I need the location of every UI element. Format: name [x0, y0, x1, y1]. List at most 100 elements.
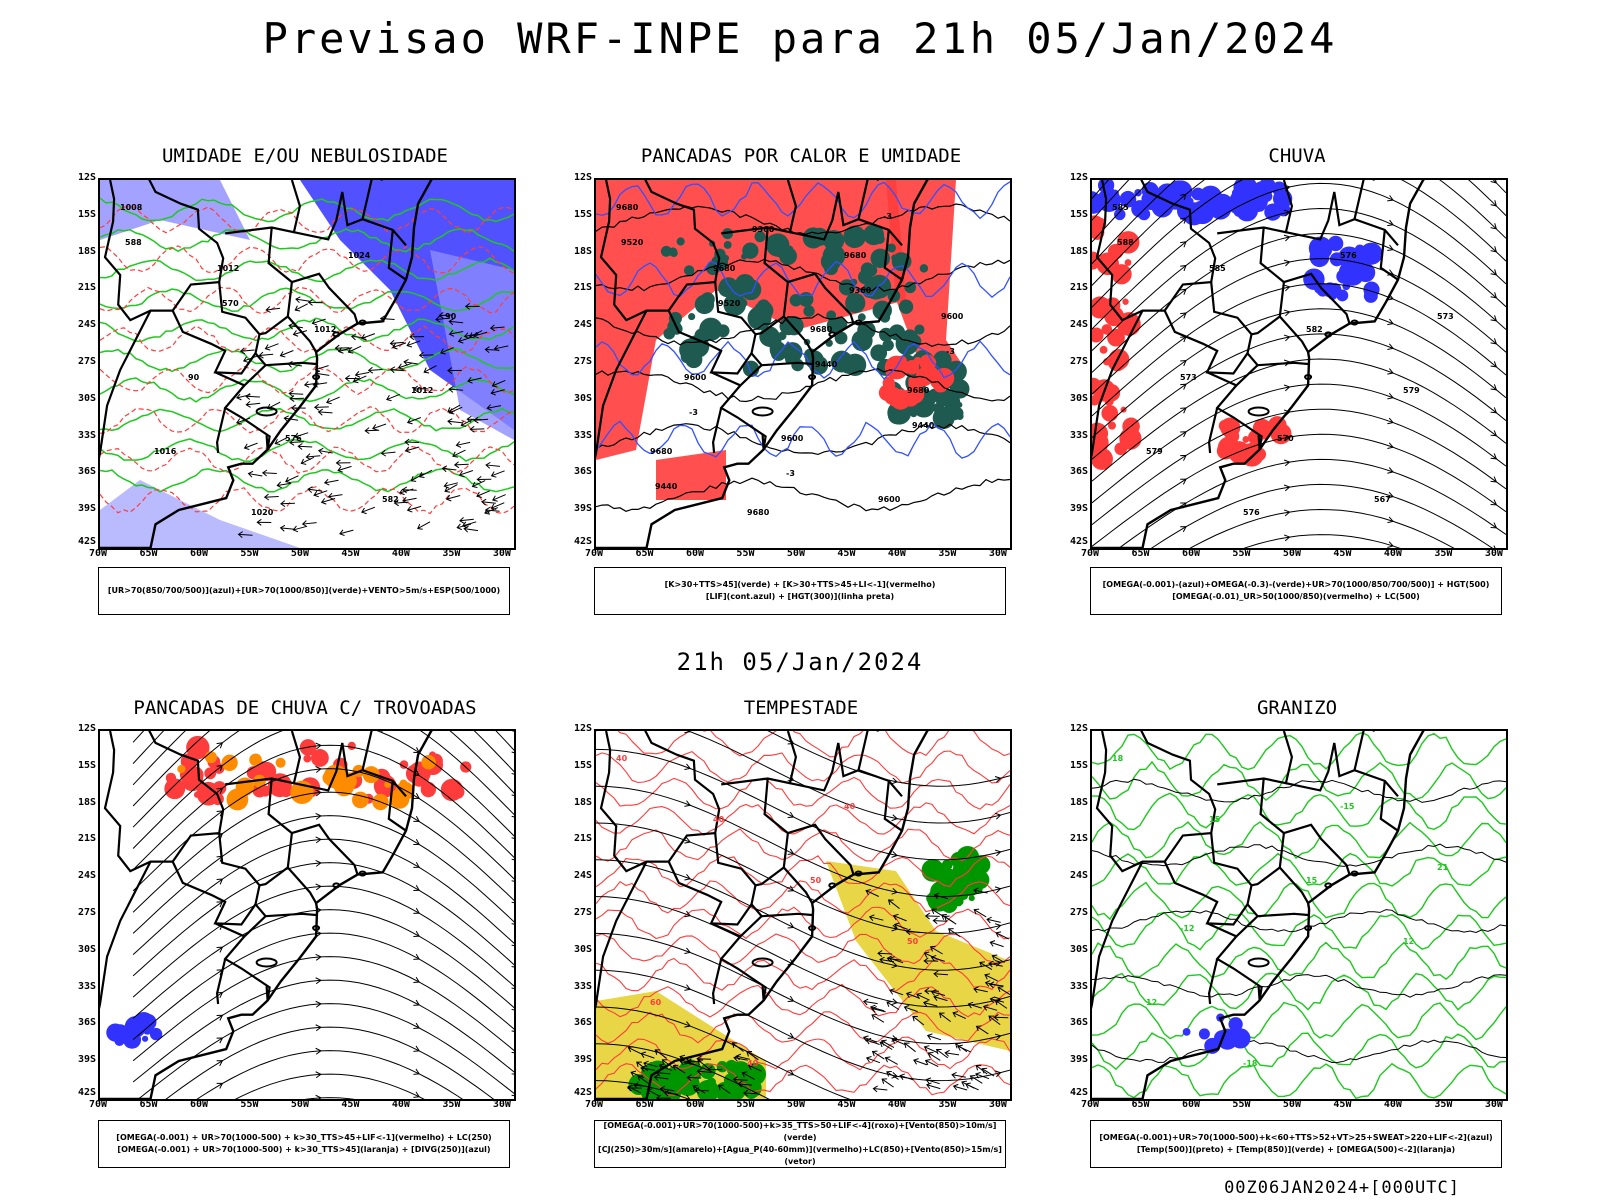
state-border [789, 742, 840, 792]
state-border [387, 229, 407, 281]
contour-label: 588 [125, 238, 142, 247]
longitude-label: 55W [1232, 548, 1251, 559]
wind-vector [929, 945, 943, 955]
contour-label: 18 [1112, 754, 1124, 763]
flow-arrow [413, 1045, 421, 1052]
wind-vector [423, 365, 437, 374]
thunderstorm-area-red [183, 776, 194, 788]
flow-arrow [684, 763, 692, 771]
latitude-label: 39S [573, 1054, 592, 1066]
wind-vector [453, 461, 469, 469]
precipitable-water-contour [596, 731, 1010, 758]
latitude-label: 18S [1069, 245, 1088, 257]
state-border [215, 958, 227, 1005]
wind-vector [871, 1006, 886, 1013]
wind-vector [490, 470, 505, 478]
panel-legend: [OMEGA(-0.001)+UR>70(1000-500)+k>35_TTS>… [594, 1120, 1006, 1168]
wind-vector [435, 315, 450, 323]
rain-area-blue [1111, 189, 1119, 197]
wind-vector [931, 908, 945, 918]
flow-arrow [413, 731, 420, 732]
flow-arrow [994, 812, 1002, 820]
longitude-label: 70W [88, 548, 108, 559]
wind-vector [903, 1042, 916, 1053]
latitude-label: 33S [77, 429, 96, 441]
state-border [1207, 407, 1219, 454]
streamline [1092, 333, 1506, 460]
thickness-contour-red [100, 286, 514, 315]
thunderstorm-area-red [186, 735, 210, 760]
wind-vector [672, 1064, 686, 1074]
wind-vector [354, 371, 370, 378]
longitude-label: 60W [189, 548, 208, 559]
wind-vector [975, 1071, 990, 1080]
state-border [837, 742, 903, 798]
contour-label: -3 [946, 347, 955, 356]
latitude-label: 12S [1069, 172, 1088, 183]
legend-line: [LIF](cont.azul) + [HGT(300)](linha pret… [705, 592, 895, 601]
wind-vector [692, 1084, 706, 1094]
longitude-label: 30W [492, 548, 511, 559]
legend-line: [OMEGA(-0.01)_UR>50(1000/850)(vermelho) … [1172, 592, 1420, 601]
wind-vector [344, 375, 360, 382]
latitude-label: 30S [573, 943, 592, 955]
rain-area-blue [1341, 263, 1365, 286]
state-border [265, 912, 317, 918]
latitude-label: 33S [77, 980, 96, 992]
rain-area-red [1107, 328, 1125, 347]
instability-area-teal [888, 324, 906, 341]
thickness-contour-red [100, 445, 514, 475]
wind-vector [935, 1048, 949, 1059]
rain-area-red [1242, 436, 1250, 443]
flow-arrow [1490, 522, 1498, 529]
wind-vector [988, 1015, 1001, 1025]
instability-area-teal [826, 310, 837, 321]
streamline [132, 815, 514, 934]
legend-line: [OMEGA(-0.001)+UR>70(1000-500)+k<60+TTS>… [1099, 1133, 1493, 1142]
state-border [361, 180, 383, 220]
lagoon [854, 870, 863, 877]
contour-label: 9360 [752, 225, 775, 234]
streamline [137, 1003, 514, 1099]
state-border [286, 866, 318, 904]
divergence-area-blue [141, 1035, 149, 1042]
contour-label: 579 [1146, 447, 1163, 456]
streamline [132, 909, 514, 1019]
wind-vector [926, 1082, 941, 1090]
flow-arrow [1180, 454, 1187, 461]
wind-vector [686, 1074, 702, 1082]
wind-vector [444, 484, 458, 493]
state-border [1379, 229, 1399, 281]
flow-arrow [1387, 417, 1394, 425]
latitude-label: 18S [77, 245, 96, 257]
wind-vector [944, 1049, 960, 1057]
contour-label: 1020 [251, 508, 274, 517]
wind-vector [236, 417, 251, 425]
wind-vector [418, 351, 434, 359]
wind-vector [994, 999, 1008, 1009]
wind-vector [295, 296, 310, 304]
longitude-label: 50W [290, 548, 309, 559]
thunderstorm-area-red [164, 778, 186, 800]
longitude-label: 65W [635, 548, 654, 559]
rain-area-blue [1261, 190, 1273, 202]
panel-legend: [OMEGA(-0.001) + UR>70(1000-500) + k>30_… [98, 1120, 510, 1168]
rain-area-blue [1115, 207, 1123, 214]
flow-arrow [891, 998, 899, 1006]
latitude-label: 36S [1069, 1017, 1088, 1029]
thunderstorm-area-red [303, 754, 312, 763]
longitude-label: 45W [1333, 548, 1352, 559]
map-canvas: 40 40 50 50 60 40 40 [596, 731, 1010, 1099]
flow-arrow [1283, 384, 1291, 392]
wind-vector [445, 494, 461, 502]
state-border [667, 281, 757, 375]
rain-area-blue [1119, 190, 1137, 208]
latitude-label: 21S [573, 282, 592, 294]
wind-vector [746, 1051, 759, 1061]
contour-label: 9440 [655, 482, 678, 491]
contour-label: 9680 [713, 264, 736, 273]
wind-vector [965, 1082, 979, 1091]
flow-arrow [216, 787, 224, 794]
streamline [596, 822, 1010, 934]
wind-vector [440, 347, 454, 355]
